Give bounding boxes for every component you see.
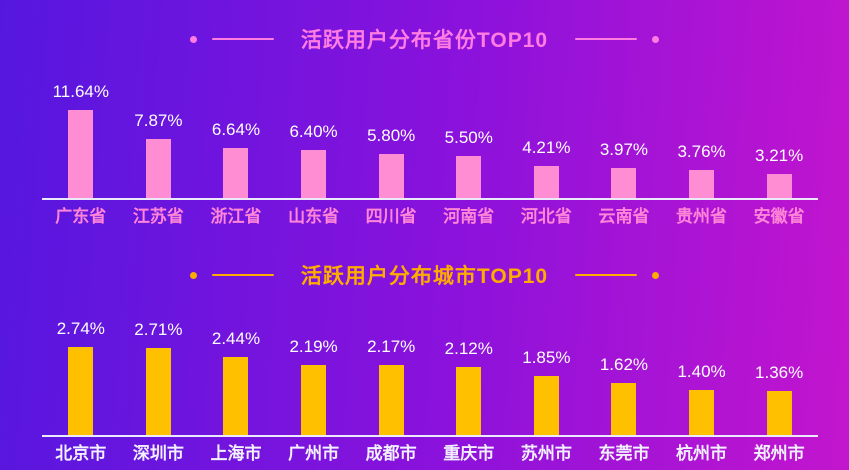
bar-column: 2.12% 重庆市 bbox=[430, 293, 508, 462]
city-chart-title: 活跃用户分布城市TOP10 bbox=[300, 265, 549, 288]
bar bbox=[766, 391, 792, 435]
bar bbox=[378, 154, 404, 198]
bar-column: 3.21% 安徽省 bbox=[740, 58, 818, 225]
category-label: 广东省 bbox=[55, 207, 107, 226]
bar-value-label: 5.80% bbox=[367, 126, 416, 145]
bar bbox=[223, 148, 249, 198]
bar-column: 5.80% 四川省 bbox=[352, 58, 430, 225]
category-label: 浙江省 bbox=[210, 207, 262, 226]
bar-value-label: 6.64% bbox=[211, 120, 261, 139]
bar-value-label: 2.12% bbox=[444, 339, 493, 358]
title-decor-left-dot-icon bbox=[189, 35, 197, 43]
title-decor-left-line bbox=[211, 274, 274, 276]
title-decor-right-dot-icon bbox=[652, 35, 660, 43]
bar bbox=[145, 139, 171, 198]
bar bbox=[68, 110, 94, 198]
bar bbox=[533, 376, 559, 435]
bar bbox=[378, 365, 404, 435]
category-label: 安徽省 bbox=[753, 207, 805, 226]
bar-column: 7.87% 江苏省 bbox=[120, 58, 198, 225]
bar bbox=[301, 365, 327, 435]
title-decor-right-line bbox=[575, 274, 638, 276]
province-chart-title: 活跃用户分布省份TOP10 bbox=[300, 29, 549, 52]
bar-column: 1.85% 苏州市 bbox=[508, 293, 586, 462]
bar bbox=[766, 174, 792, 198]
category-label: 河南省 bbox=[443, 207, 495, 226]
bar bbox=[301, 150, 327, 198]
bar-value-label: 1.40% bbox=[677, 362, 726, 381]
title-decor-left-dot-icon bbox=[189, 271, 197, 279]
bar bbox=[611, 383, 637, 435]
category-label: 苏州市 bbox=[520, 444, 572, 463]
title-decor-right-line bbox=[575, 38, 638, 40]
bar bbox=[456, 367, 482, 435]
category-label: 重庆市 bbox=[443, 444, 495, 463]
bar bbox=[689, 170, 715, 198]
bar bbox=[689, 390, 715, 435]
bar-value-label: 1.36% bbox=[755, 363, 804, 382]
bar-column: 11.64% 广东省 bbox=[42, 58, 120, 225]
city-bar-plot: 2.74% 北京市 2.71% 深圳市 2.44% 上海市 2.19% 广州市 2.17% 成都市… bbox=[42, 293, 818, 462]
bar-value-label: 2.19% bbox=[289, 337, 338, 356]
bar-column: 2.71% 深圳市 bbox=[120, 293, 198, 462]
bar-column: 6.40% 山东省 bbox=[275, 58, 353, 225]
city-top10-chart: 活跃用户分布城市TOP10 2.74% 北京市 2.71% 深圳市 2.44% 上海市 2.… bbox=[0, 235, 849, 470]
category-label: 东莞市 bbox=[598, 444, 650, 463]
bar-column: 2.44% 上海市 bbox=[197, 293, 275, 462]
category-label: 河北省 bbox=[520, 207, 572, 226]
category-label: 山东省 bbox=[288, 207, 340, 226]
bar-column: 5.50% 河南省 bbox=[430, 58, 508, 225]
bar-column: 3.97% 云南省 bbox=[585, 58, 663, 225]
bar-column: 4.21% 河北省 bbox=[508, 58, 586, 225]
title-decor-left-line bbox=[211, 38, 274, 40]
bar bbox=[533, 166, 559, 198]
bar-column: 3.76% 贵州省 bbox=[663, 58, 741, 225]
bar-value-label: 2.74% bbox=[56, 319, 105, 338]
category-label: 深圳市 bbox=[132, 444, 184, 463]
bar-column: 1.40% 杭州市 bbox=[663, 293, 741, 462]
bar-value-label: 7.87% bbox=[134, 111, 183, 130]
bar-column: 2.74% 北京市 bbox=[42, 293, 120, 462]
bar bbox=[611, 168, 637, 198]
province-top10-chart: 活跃用户分布省份TOP10 11.64% 广东省 7.87% 江苏省 6.64% 浙江省 6… bbox=[0, 24, 849, 225]
category-label: 郑州市 bbox=[753, 444, 805, 463]
bar-column: 6.64% 浙江省 bbox=[197, 58, 275, 225]
province-bar-plot: 11.64% 广东省 7.87% 江苏省 6.64% 浙江省 6.40% 山东省 5.80% 四川… bbox=[42, 58, 818, 225]
bar-value-label: 1.85% bbox=[522, 348, 571, 367]
category-label: 杭州市 bbox=[676, 444, 728, 463]
bar-column: 1.62% 东莞市 bbox=[585, 293, 663, 462]
bar bbox=[223, 357, 249, 435]
bar-value-label: 6.40% bbox=[289, 122, 338, 141]
category-label: 贵州省 bbox=[676, 207, 728, 226]
bar-value-label: 4.21% bbox=[522, 138, 571, 157]
category-label: 上海市 bbox=[210, 444, 262, 463]
bar-value-label: 11.64% bbox=[52, 82, 109, 101]
bar-value-label: 3.76% bbox=[677, 142, 726, 161]
bar-column: 2.17% 成都市 bbox=[352, 293, 430, 462]
category-label: 成都市 bbox=[365, 444, 417, 463]
category-label: 江苏省 bbox=[132, 207, 184, 226]
bar-value-label: 2.71% bbox=[134, 320, 183, 339]
category-label: 北京市 bbox=[55, 444, 107, 463]
bar-value-label: 2.17% bbox=[367, 337, 416, 356]
bar bbox=[145, 348, 171, 435]
bar-value-label: 5.50% bbox=[444, 128, 493, 147]
title-decor-right-dot-icon bbox=[652, 271, 660, 279]
category-label: 广州市 bbox=[288, 444, 340, 463]
bar bbox=[456, 156, 482, 198]
category-label: 四川省 bbox=[365, 207, 417, 226]
bar-value-label: 1.62% bbox=[599, 355, 649, 374]
bar-value-label: 3.97% bbox=[599, 140, 649, 159]
bar-column: 1.36% 郑州市 bbox=[740, 293, 818, 462]
city-chart-title-row: 活跃用户分布城市TOP10 bbox=[0, 260, 849, 290]
category-label: 云南省 bbox=[598, 207, 650, 226]
bar-column: 2.19% 广州市 bbox=[275, 293, 353, 462]
bar-value-label: 2.44% bbox=[211, 329, 261, 348]
bar-value-label: 3.21% bbox=[755, 146, 804, 165]
province-chart-title-row: 活跃用户分布省份TOP10 bbox=[0, 24, 849, 54]
bar bbox=[68, 347, 94, 435]
